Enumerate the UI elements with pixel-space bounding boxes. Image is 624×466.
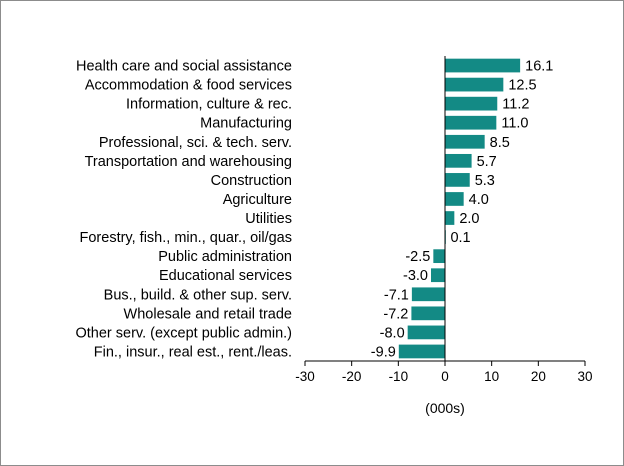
bar xyxy=(445,58,521,73)
category-labels: Health care and social assistance Accommo… xyxy=(75,59,292,361)
category-label: Professional, sci. & tech. serv. xyxy=(99,135,292,151)
x-tick-label: -20 xyxy=(342,369,362,384)
category-label: Health care and social assistance xyxy=(76,59,292,75)
x-tick-label: -30 xyxy=(295,369,315,384)
bar xyxy=(433,249,445,264)
value-label: -3.0 xyxy=(403,268,428,284)
bar xyxy=(445,173,470,187)
bar xyxy=(445,77,504,92)
category-label: Other serv. (except public admin.) xyxy=(75,325,292,341)
category-label: Fin., insur., real est., rent./leas. xyxy=(94,344,292,360)
bar xyxy=(445,153,472,168)
bar xyxy=(445,192,464,206)
value-label: 11.0 xyxy=(501,116,528,132)
value-label: -8.0 xyxy=(380,325,405,341)
value-label: 16.1 xyxy=(525,59,553,75)
category-label: Information, culture & rec. xyxy=(126,97,292,113)
bar xyxy=(445,115,497,130)
bar xyxy=(445,211,455,225)
category-label: Bus., build. & other sup. serv. xyxy=(104,287,292,303)
category-label: Manufacturing xyxy=(200,116,292,132)
value-labels: 16.1 12.5 11.2 11.0 8.5 5.7 5.3 4.0 2.0 0.1 -2.5 -3… xyxy=(371,59,554,361)
category-label: Utilities xyxy=(245,211,292,227)
value-label: 5.3 xyxy=(475,173,495,189)
axes-group: -30 -20 -10 0 10 20 30 xyxy=(295,56,593,384)
value-label: -9.9 xyxy=(371,344,396,360)
value-label: 8.5 xyxy=(490,135,510,151)
x-tick-label: 30 xyxy=(577,369,592,384)
x-tick-label: 10 xyxy=(484,369,499,384)
bars-group xyxy=(398,58,521,359)
x-tick-label: 0 xyxy=(441,369,449,384)
category-label: Wholesale and retail trade xyxy=(124,306,292,322)
bar xyxy=(431,268,445,283)
value-label: 11.2 xyxy=(502,97,529,113)
x-tick-label: 20 xyxy=(531,369,546,384)
bar xyxy=(445,96,498,111)
bar xyxy=(398,344,445,359)
value-label: 4.0 xyxy=(469,192,489,208)
category-label: Accommodation & food services xyxy=(85,78,292,94)
value-label: -2.5 xyxy=(405,249,430,265)
value-label: -7.1 xyxy=(384,287,409,303)
value-label: 0.1 xyxy=(450,230,470,246)
value-label: 5.7 xyxy=(477,154,497,170)
category-label: Construction xyxy=(211,173,292,189)
category-label: Forestry, fish., min., quar., oil/gas xyxy=(80,230,292,246)
category-label: Educational services xyxy=(159,268,292,284)
category-label: Agriculture xyxy=(223,192,292,208)
bar xyxy=(407,325,445,340)
value-label: 2.0 xyxy=(459,211,479,227)
x-tick-label: -10 xyxy=(389,369,409,384)
bar xyxy=(411,287,445,302)
value-label: -7.2 xyxy=(383,306,408,322)
x-axis-title: (000s) xyxy=(425,400,465,416)
bar xyxy=(411,306,445,321)
bar xyxy=(445,134,485,149)
category-label: Public administration xyxy=(158,249,292,265)
category-label: Transportation and warehousing xyxy=(85,154,292,170)
value-label: 12.5 xyxy=(508,78,536,94)
